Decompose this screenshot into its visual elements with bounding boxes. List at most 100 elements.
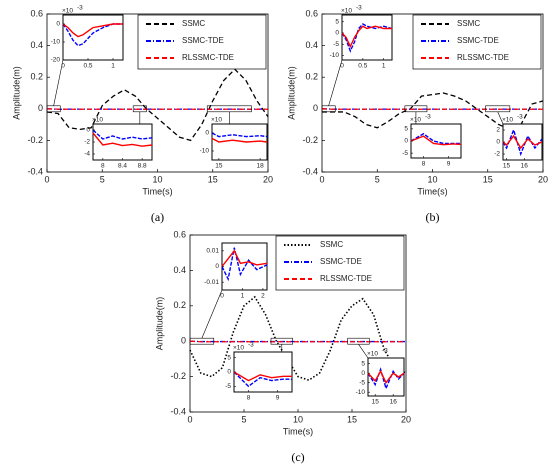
inset-x-tick-label: 8.8 [138,163,147,170]
inset-multiplier: ×10 [233,345,244,352]
inset-y-tick-label: 5 [227,354,231,361]
inset-series [211,137,268,143]
inset-series [221,247,268,282]
y-tick-label: 0 [38,103,43,113]
x-tick-label: 20 [401,414,411,424]
inset-y-tick-label: 0 [227,369,231,376]
inset-x-tick-label: 9 [276,395,280,402]
inset-y-tick-label: 0 [404,138,408,145]
x-tick-label: 20 [538,174,548,184]
inset-multiplier: ×10 [410,117,421,124]
inset-frame [62,14,124,61]
subfigure-label: (c) [291,450,304,464]
inset-y-tick-label: -5 [359,379,365,386]
inset-x-tick-label: 2 [261,293,265,300]
x-tick-label: 10 [293,414,303,424]
inset-x-tick-label: 1 [382,63,386,70]
x-axis-label: Time(s) [417,186,447,196]
x-tick-label: 0 [319,174,324,184]
legend-label: SSMC [457,19,480,28]
inset-frame [341,14,393,61]
y-tick-label: 0.4 [173,265,186,275]
inset-exponent: -3 [248,342,254,349]
inset-exponent: -3 [425,114,431,121]
inset-multiplier: ×10 [92,117,103,124]
inset-x-tick-label: 16 [521,163,529,170]
inset-x-tick-label: 1 [241,293,245,300]
y-tick-label: -0.2 [27,135,43,145]
x-tick-label: 5 [241,414,246,424]
inset-series [502,134,543,150]
y-tick-label: -0.4 [170,406,186,416]
inset-series [502,127,543,157]
inset-y-tick-label: 0 [335,30,339,37]
inset-x-tick-label: 0 [220,293,224,300]
inset-y-tick-label: -5 [333,41,339,48]
inset-multiplier: ×10 [502,117,513,124]
y-tick-label: 0.4 [305,40,318,50]
inset-exponent: -3 [382,348,388,355]
inset-y-tick-label: -20 [51,57,61,64]
inset-y-tick-label: -5 [402,150,408,157]
zoom-connector [497,111,504,125]
inset-x-tick-label: 0 [340,63,344,70]
inset-series [410,135,462,146]
line-series [46,68,269,142]
inset-x-tick-label: 15 [215,163,223,170]
inset-x-tick-label: 8 [247,395,251,402]
zoom-connector [328,59,343,106]
legend-label: SSMC-TDE [182,36,224,45]
inset-series [233,371,292,382]
inset-series [92,132,153,147]
inset-y-tick-label: -2 [494,151,500,158]
y-tick-label: 0.4 [30,40,43,50]
line-series [189,295,407,382]
zoom-region [347,337,370,345]
x-tick-label: 5 [375,174,380,184]
inset-x-tick-label: 0.5 [83,63,92,70]
inset-y-tick-label: 5 [361,360,365,367]
inset-series [410,132,461,145]
inset-x-tick-label: 0 [61,63,65,70]
x-tick-label: 15 [347,414,357,424]
inset-frame [92,123,153,161]
y-axis-label: Amplitude(m) [11,66,21,120]
inset-y-tick-label: 0 [56,21,60,28]
inset-y-tick-label: -10 [356,389,366,396]
y-tick-label: -0.4 [302,166,318,176]
inset-x-tick-label: 8 [422,161,426,168]
inset-y-tick-label: -2 [84,139,90,146]
inset-series [62,23,123,47]
inset-x-tick-label: 8.4 [118,163,127,170]
y-tick-label: 0 [313,103,318,113]
inset-x-tick-label: 1 [111,63,115,70]
inset-series [341,25,392,49]
y-tick-label: 0 [181,336,186,346]
inset-multiplier: ×10 [211,117,222,124]
inset-series [211,132,268,138]
x-tick-label: 10 [427,174,437,184]
inset-x-tick-label: 8 [101,163,105,170]
inset-y-tick-label: 0 [86,127,90,134]
inset-multiplier: ×10 [62,8,73,15]
inset-series [62,23,123,38]
inset-frame [233,351,293,393]
inset-series [233,371,292,388]
inset-y-tick-label: -10 [51,39,61,46]
x-tick-label: 5 [100,174,105,184]
inset-multiplier: ×10 [367,351,378,358]
zoom-connector [201,289,223,339]
y-tick-label: 0.6 [30,8,43,18]
inset-x-tick-label: 15 [503,163,511,170]
x-axis-label: Time(s) [283,426,313,436]
y-axis-label: Amplitude(m) [286,66,296,120]
inset-y-tick-label: 0 [361,370,365,377]
x-axis-label: Time(s) [142,186,172,196]
inset-y-tick-label: -10 [330,52,340,59]
y-axis-label: Amplitude(m) [154,297,164,351]
legend-label: RLSSMC-TDE [320,274,372,283]
line-series [189,340,406,343]
zoom-connector [53,59,64,106]
inset-y-tick-label: -10 [200,148,210,155]
